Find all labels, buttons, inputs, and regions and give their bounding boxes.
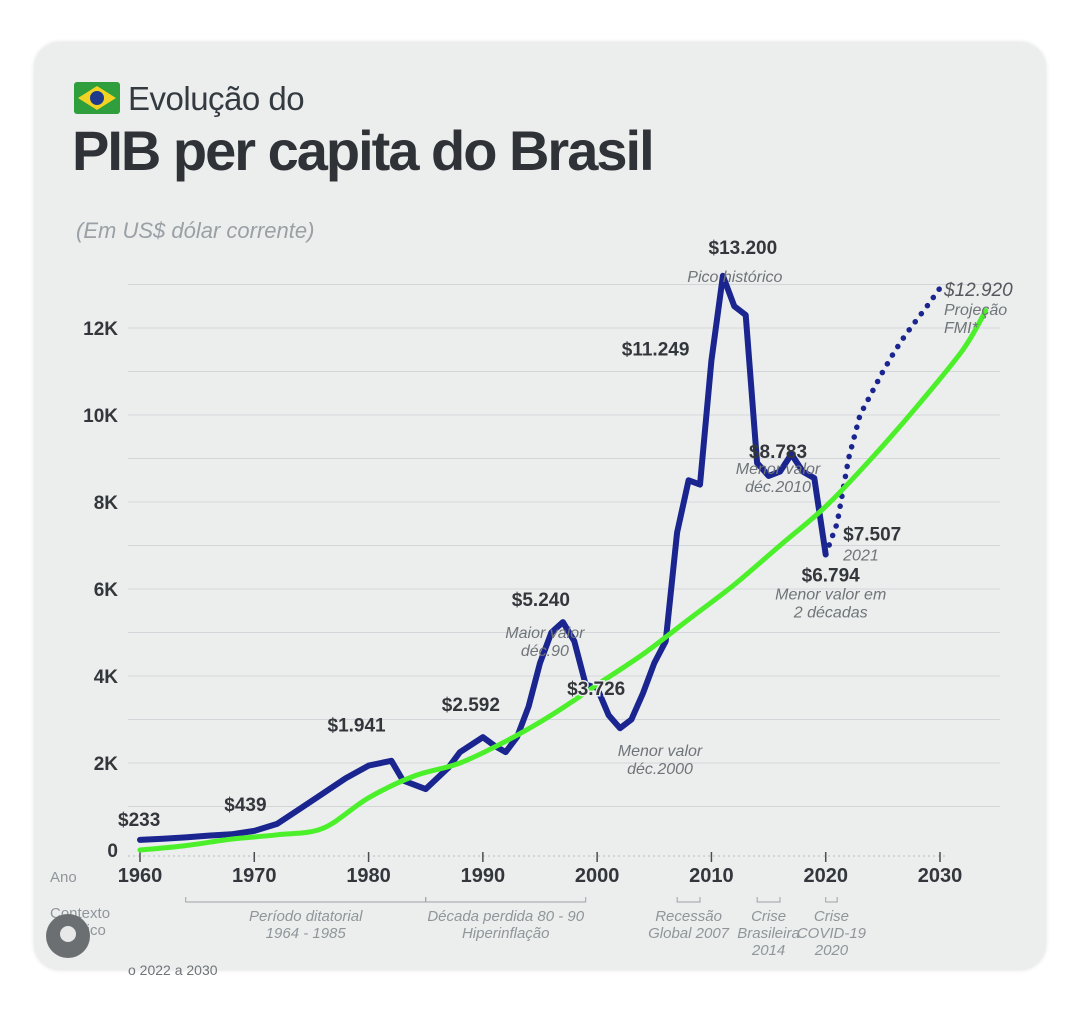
x-axis-label: Ano <box>50 869 77 886</box>
context-bracket <box>185 897 427 903</box>
data-label: $7.507 <box>843 524 901 545</box>
annotation-note: déc.2010 <box>745 479 811 496</box>
data-label: $233 <box>118 810 160 831</box>
data-label: $6.794 <box>802 565 861 586</box>
x-tick-label: 2000 <box>575 865 620 887</box>
data-label: $3.726 <box>567 679 625 700</box>
annotation-note: déc.2000 <box>627 761 693 778</box>
data-label: $11.249 <box>622 340 690 361</box>
chart-subtitle: Evolução do <box>128 80 305 117</box>
annotation-note: 2 décadas <box>793 604 868 621</box>
context-period-label: 1964 - 1985 <box>266 925 347 942</box>
x-tick-label: 2020 <box>803 865 848 887</box>
x-tick-label: 2030 <box>918 865 963 887</box>
context-bracket <box>676 897 701 903</box>
unit-note: (Em US$ dólar corrente) <box>76 218 315 243</box>
chart-title: PIB per capita do Brasil <box>72 119 655 182</box>
y-tick-label: 6K <box>94 580 119 601</box>
y-tick-label: 0 <box>107 841 118 862</box>
annotation-note: Menor valor em <box>775 586 886 603</box>
y-tick-label: 10K <box>83 406 118 427</box>
x-tick-label: 1980 <box>346 865 391 887</box>
data-label: $2.592 <box>442 695 500 716</box>
context-bracket <box>425 897 587 903</box>
data-label: $1.941 <box>328 716 387 737</box>
data-label: $5.240 <box>512 590 570 611</box>
annotation-note: Projeção <box>944 302 1007 319</box>
y-tick-label: 12K <box>83 319 118 340</box>
context-period-label: Década perdida 80 - 90 <box>427 908 584 925</box>
context-period-label: COVID-19 <box>797 925 867 942</box>
annotation-note: déc.90 <box>521 643 569 660</box>
data-label: $439 <box>224 795 266 816</box>
x-tick-label: 2010 <box>689 865 734 887</box>
infographic-card: Evolução do PIB per capita do Brasil (Em… <box>34 42 1046 970</box>
annotation-note: FMI* <box>944 320 979 337</box>
y-tick-label: 2K <box>94 754 119 775</box>
context-period-label: 2020 <box>814 942 849 959</box>
series-line-gdp <box>137 272 829 843</box>
context-bracket <box>825 897 838 903</box>
y-tick-label: 8K <box>94 493 119 514</box>
context-period-label: Crise <box>814 908 849 925</box>
footer-note: o 2022 a 2030 <box>128 962 218 978</box>
annotation-note: Pico histórico <box>687 269 782 286</box>
annotation-note: Menor valor <box>618 743 703 760</box>
context-period-label: 2014 <box>751 942 785 959</box>
x-tick-label: 1970 <box>232 865 277 887</box>
context-period-label: Período ditatorial <box>249 908 363 925</box>
x-tick-label: 1960 <box>118 865 163 887</box>
context-period-label: Recessão <box>655 908 722 925</box>
annotation-note: Maior valor <box>505 625 585 642</box>
context-period-label: Brasileira <box>737 925 800 942</box>
series-line-trend <box>137 308 989 853</box>
data-label: $13.200 <box>709 238 778 259</box>
context-bracket <box>756 897 781 903</box>
y-tick-label: 4K <box>94 667 119 688</box>
context-period-label: Hiperinflação <box>462 925 550 942</box>
x-tick-label: 1990 <box>461 865 506 887</box>
brazil-flag-icon <box>74 82 120 114</box>
context-period-label: Global 2007 <box>648 925 730 942</box>
annotation-note: 2021 <box>842 547 879 564</box>
play-badge-icon[interactable] <box>46 914 90 958</box>
annotation-note: Menor valor <box>736 461 821 478</box>
series-line-projection <box>822 285 943 558</box>
context-period-label: Crise <box>751 908 786 925</box>
data-label: $12.920 <box>943 280 1013 301</box>
data-label: $8.783 <box>749 442 807 463</box>
